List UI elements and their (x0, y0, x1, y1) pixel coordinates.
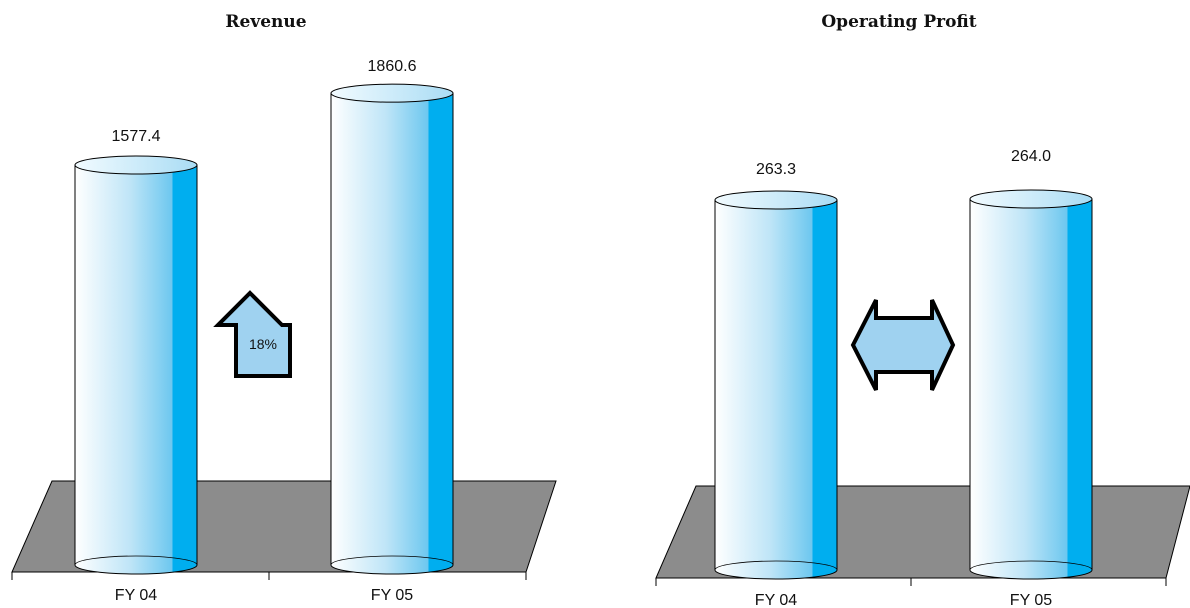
chart-title: Operating Profit (821, 12, 976, 32)
bar-series (714, 189, 1093, 580)
chart-title: Revenue (225, 12, 306, 32)
chart-panel-revenue: Revenue 1577.4 1860.6 FY 04 FY 05 18% (11, 12, 557, 604)
unchanged-double-arrow-icon (850, 299, 956, 391)
x-tick-label: FY 05 (371, 587, 414, 604)
bar-fy-05 (330, 83, 454, 575)
x-tick-label: FY 05 (1010, 592, 1053, 608)
bar-fy-04 (74, 155, 198, 575)
x-axis (655, 577, 1167, 586)
x-tick-label: FY 04 (115, 587, 158, 604)
x-tick-label: FY 04 (755, 592, 798, 608)
data-label: 1577.4 (112, 128, 161, 145)
x-axis (11, 571, 527, 580)
growth-percent-label: 18% (249, 336, 277, 352)
data-label: 263.3 (756, 161, 796, 178)
chart-panel-operating-profit: Operating Profit 263.3 264.0 FY 04 FY 05 (655, 12, 1190, 608)
bar-fy-04 (714, 190, 838, 580)
bar-series (74, 83, 454, 575)
data-label: 264.0 (1011, 148, 1051, 165)
growth-up-arrow: 18% (213, 290, 292, 378)
data-label: 1860.6 (368, 58, 417, 75)
bar-fy-05 (969, 189, 1093, 580)
